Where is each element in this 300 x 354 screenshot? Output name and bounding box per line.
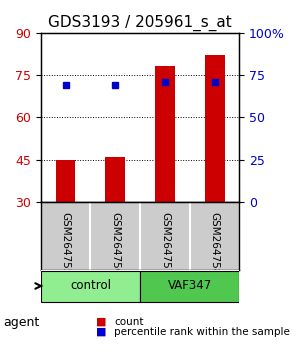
Title: GDS3193 / 205961_s_at: GDS3193 / 205961_s_at bbox=[48, 15, 232, 31]
Bar bbox=[155, 67, 175, 202]
FancyBboxPatch shape bbox=[41, 272, 140, 302]
Text: count: count bbox=[114, 317, 143, 327]
Bar bbox=[205, 55, 224, 202]
Text: GSM264756: GSM264756 bbox=[110, 212, 120, 275]
Text: GSM264758: GSM264758 bbox=[210, 212, 220, 275]
Text: ■: ■ bbox=[96, 317, 106, 327]
Text: GSM264757: GSM264757 bbox=[160, 212, 170, 275]
FancyBboxPatch shape bbox=[140, 272, 239, 302]
Text: ■: ■ bbox=[96, 327, 106, 337]
Bar bbox=[56, 160, 76, 202]
Text: VAF347: VAF347 bbox=[168, 279, 212, 292]
Bar bbox=[105, 157, 125, 202]
Text: control: control bbox=[70, 279, 111, 292]
Text: GSM264755: GSM264755 bbox=[61, 212, 70, 275]
Text: percentile rank within the sample: percentile rank within the sample bbox=[114, 327, 290, 337]
Text: agent: agent bbox=[3, 316, 39, 329]
